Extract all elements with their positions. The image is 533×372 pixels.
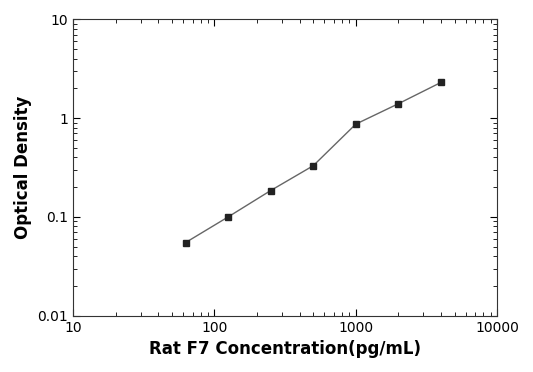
Y-axis label: Optical Density: Optical Density	[14, 96, 32, 239]
X-axis label: Rat F7 Concentration(pg/mL): Rat F7 Concentration(pg/mL)	[149, 340, 421, 358]
